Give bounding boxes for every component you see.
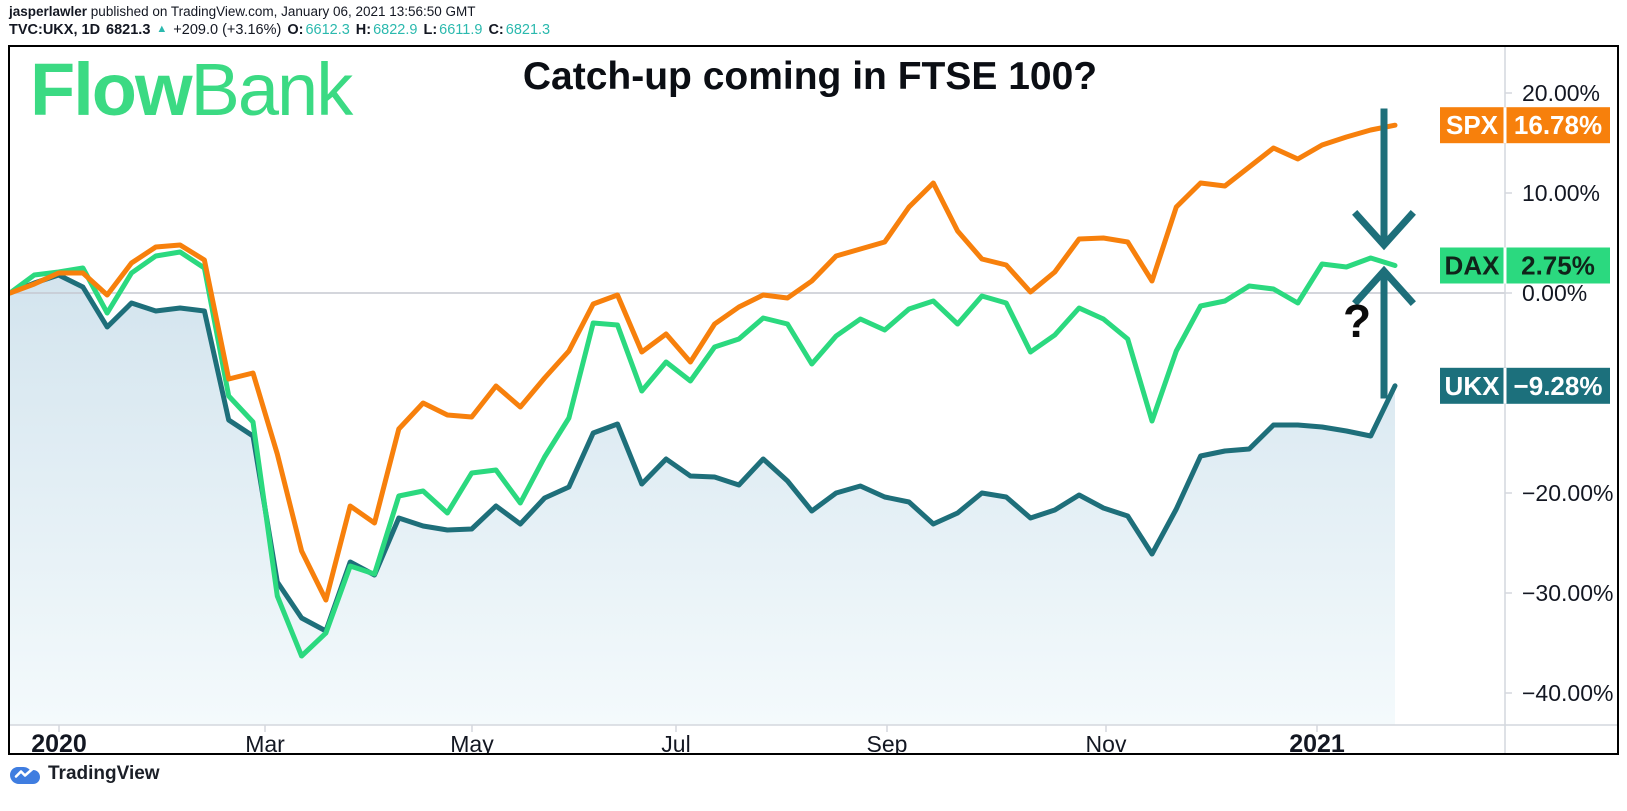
tradingview-attribution[interactable]: TradingView <box>9 763 160 785</box>
arrow-up-icon <box>1352 265 1416 306</box>
ukx-series-line <box>10 272 1398 634</box>
dax-badge-value: 2.75% <box>1521 251 1595 281</box>
time-label: Sep <box>867 731 908 753</box>
price-label: −40.00% <box>1522 680 1613 706</box>
price-label: 20.00% <box>1522 80 1600 106</box>
time-label: Nov <box>1086 731 1127 753</box>
flowbank-logo-bold: Flow <box>30 48 193 131</box>
price-label: 10.00% <box>1522 180 1600 206</box>
spx-badge <box>1440 107 1610 144</box>
up-triangle-icon: ▲ <box>156 23 168 35</box>
publish-header: jasperlawler published on TradingView.co… <box>9 3 550 39</box>
high-value: H: 6822.9 <box>355 22 418 38</box>
last-price: 6821.3 <box>106 22 151 38</box>
open-value: O: 6612.3 <box>287 22 350 38</box>
spx-series-line <box>10 122 1398 603</box>
spx-badge-label: SPX <box>1446 110 1499 140</box>
question-mark-annotation: ? <box>1343 295 1371 347</box>
published-line: jasperlawler published on TradingView.co… <box>9 3 550 20</box>
dax-badge-label: DAX <box>1445 251 1501 281</box>
flowbank-logo: FlowBank <box>30 53 353 127</box>
flowbank-logo-light: Bank <box>190 48 354 131</box>
symbol-name: TVC:UKX, 1D <box>9 22 101 38</box>
ukx-badge <box>1440 367 1610 404</box>
tradingview-logo-icon <box>10 767 40 784</box>
time-label: May <box>450 731 494 753</box>
price-label: 0.00% <box>1522 280 1587 306</box>
performance-chart: 20.00% 10.00% 0.00% −20.00% −30.00% −40.00% 20… <box>10 47 1617 753</box>
chart-title: Catch-up coming in FTSE 100? <box>522 55 1098 98</box>
ukx-area-fill <box>10 275 1395 725</box>
time-label: 2021 <box>1289 730 1345 753</box>
arrow-down-icon <box>1352 210 1416 251</box>
close-value: C: 6821.3 <box>488 22 551 38</box>
spx-badge-value: 16.78% <box>1514 110 1602 140</box>
published-text: published on TradingView.com, January 06… <box>87 4 476 19</box>
price-label: −20.00% <box>1522 480 1613 506</box>
time-label: Mar <box>245 731 285 753</box>
tradingview-logo-text: TradingView <box>48 763 160 784</box>
dax-badge <box>1440 247 1610 284</box>
price-change: +209.0 (+3.16%) <box>173 22 282 38</box>
price-label: −30.00% <box>1522 580 1613 606</box>
time-label: Jul <box>661 731 690 753</box>
dax-series-line <box>10 249 1398 659</box>
chart-frame: 20.00% 10.00% 0.00% −20.00% −30.00% −40.00% 20… <box>8 45 1619 755</box>
time-label: 2020 <box>31 730 87 753</box>
author-link[interactable]: jasperlawler <box>9 4 88 19</box>
low-value: L: 6611.9 <box>423 22 483 38</box>
ukx-badge-value: −9.28% <box>1514 371 1603 401</box>
symbol-status-line: TVC:UKX, 1D 6821.3 ▲ +209.0 (+3.16%) O: 6… <box>9 22 550 39</box>
ukx-badge-label: UKX <box>1445 371 1501 401</box>
